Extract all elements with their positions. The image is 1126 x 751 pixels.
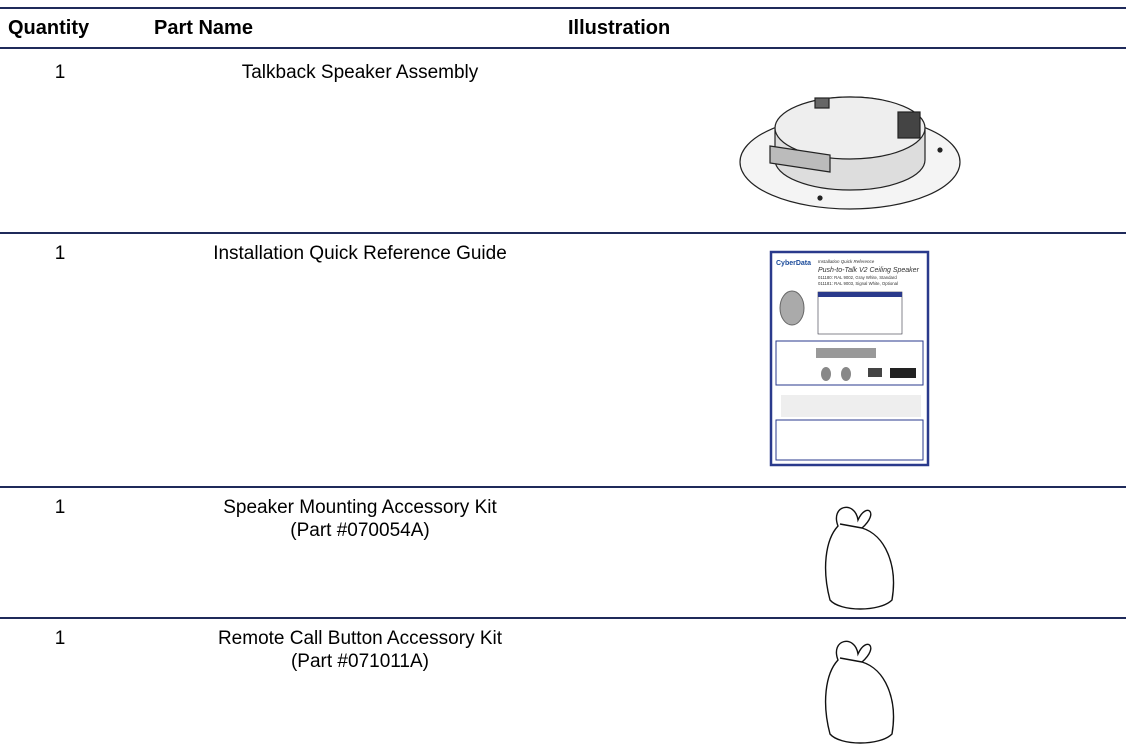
rule <box>0 232 1126 234</box>
guide-line: 011180: RAL 9002, Gray White, Standard <box>818 275 897 280</box>
quantity: 1 <box>54 628 66 649</box>
guide-line: 011181: RAL 9003, Signal White, Optional <box>818 281 898 286</box>
guide-brand: CyberData <box>776 260 811 267</box>
part-name: (Part #070054A) <box>290 520 430 541</box>
guide-illustration: CyberData Installation Quick Reference P… <box>769 250 930 467</box>
guide-kicker: Installation Quick Reference <box>818 259 875 264</box>
rule <box>0 617 1126 619</box>
part-name: Remote Call Button Accessory Kit <box>217 628 503 649</box>
part-name: (Part #071011A) <box>290 651 429 672</box>
rule <box>0 47 1126 49</box>
bag-illustration <box>824 506 895 610</box>
speaker-illustration <box>739 96 961 210</box>
header-quantity: Quantity <box>8 17 90 39</box>
quantity: 1 <box>54 62 66 83</box>
part-name: Speaker Mounting Accessory Kit <box>223 497 497 518</box>
rule <box>0 7 1126 9</box>
quantity: 1 <box>54 497 66 518</box>
header-part-name: Part Name <box>154 17 253 39</box>
quantity: 1 <box>54 243 66 264</box>
part-name: Talkback Speaker Assembly <box>241 62 479 83</box>
header-illustration: Illustration <box>568 17 671 39</box>
part-name: Installation Quick Reference Guide <box>213 243 507 264</box>
bag-illustration <box>824 640 895 744</box>
guide-title: Push-to-Talk V2 Ceiling Speaker <box>818 267 920 274</box>
rule <box>0 486 1126 488</box>
